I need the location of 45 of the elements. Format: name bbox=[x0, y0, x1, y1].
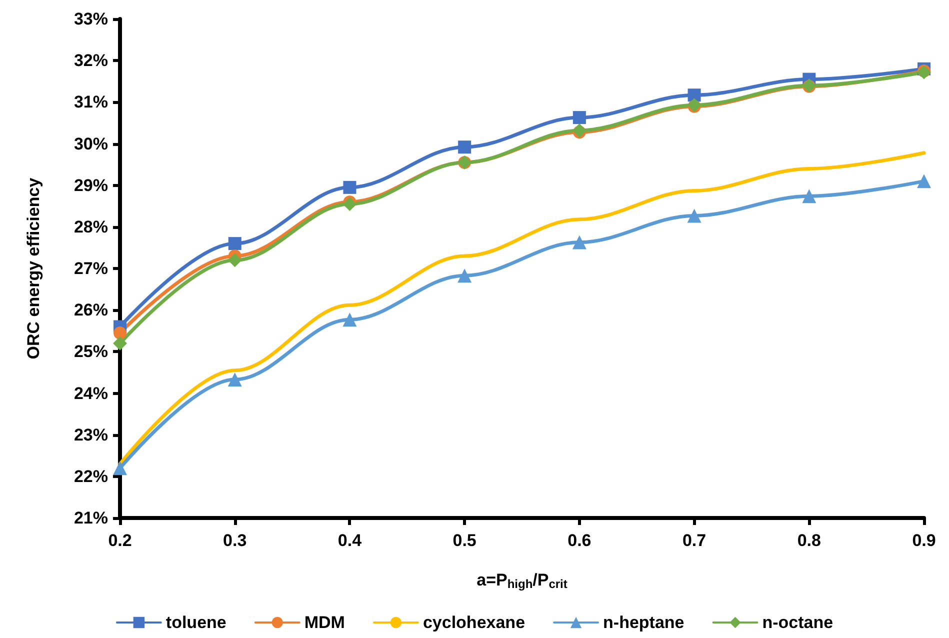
y-tick-label: 24% bbox=[74, 384, 108, 403]
legend-label: MDM bbox=[304, 613, 345, 632]
y-tick-label: 23% bbox=[74, 425, 108, 444]
point bbox=[113, 461, 127, 476]
y-tick-label: 22% bbox=[74, 466, 108, 486]
y-tick-label: 29% bbox=[74, 176, 108, 195]
point bbox=[458, 268, 472, 283]
legend-label: toluene bbox=[166, 613, 226, 632]
point bbox=[228, 253, 242, 268]
point bbox=[228, 372, 242, 387]
y-axis-title: ORC energy efficiency bbox=[24, 177, 43, 360]
y-tick-label: 32% bbox=[74, 51, 108, 70]
x-tick-label: 0.3 bbox=[223, 531, 247, 550]
point bbox=[342, 312, 357, 327]
point bbox=[688, 88, 701, 102]
point bbox=[572, 123, 586, 138]
y-tick-label: 25% bbox=[74, 342, 108, 362]
y-tick-label: 21% bbox=[74, 508, 108, 528]
point bbox=[343, 180, 356, 194]
y-tick-label: 28% bbox=[74, 217, 108, 236]
x-tick-label: 0.2 bbox=[108, 531, 132, 550]
y-tick-label: 26% bbox=[74, 300, 108, 320]
point bbox=[228, 237, 242, 250]
point bbox=[458, 140, 472, 154]
point bbox=[917, 174, 931, 188]
legend-label: n-heptane bbox=[603, 613, 684, 632]
y-tick-label: 33% bbox=[74, 10, 108, 28]
point bbox=[572, 111, 586, 124]
legend-label: cyclohexane bbox=[422, 613, 526, 632]
x-tick-label: 0.9 bbox=[912, 531, 936, 550]
x-tick-label: 0.6 bbox=[568, 531, 592, 550]
y-tick-label: 31% bbox=[74, 92, 108, 112]
point bbox=[802, 189, 816, 204]
x-tick-label: 0.7 bbox=[682, 531, 706, 550]
point bbox=[342, 197, 357, 212]
point bbox=[572, 235, 586, 250]
legend-label: n-octane bbox=[762, 613, 834, 632]
y-tick-label: 30% bbox=[74, 134, 108, 154]
point bbox=[114, 326, 126, 340]
x-tick-label: 0.8 bbox=[797, 531, 821, 550]
point bbox=[687, 208, 702, 223]
x-tick-label: 0.4 bbox=[338, 531, 362, 550]
point bbox=[113, 336, 127, 350]
x-tick-label: 0.5 bbox=[452, 531, 476, 550]
y-tick-label: 27% bbox=[74, 259, 108, 278]
